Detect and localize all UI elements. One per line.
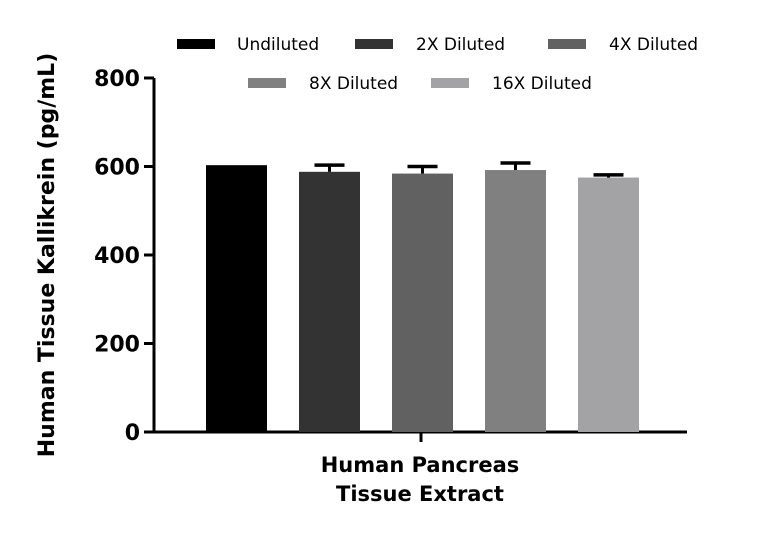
legend-label: 16X Diluted [492,74,592,94]
bar [485,170,546,433]
legend-label: Undiluted [237,35,319,55]
y-tick-label: 600 [94,156,140,181]
legend-label: 2X Diluted [416,35,505,55]
y-tick-label: 200 [94,333,140,358]
bar [578,177,639,432]
legend-swatch [177,39,215,49]
legend-swatch [548,39,586,49]
bar [206,165,267,433]
legend: Undiluted 2X Diluted 4X Diluted 8X Diluted 1… [177,35,698,94]
legend-label: 8X Diluted [309,74,398,94]
x-axis-label-line1: Human Pancreas [321,453,520,477]
legend-swatch [355,39,393,49]
legend-swatch [248,78,286,88]
x-axis-label-line2: Tissue Extract [336,482,504,506]
y-tick-label: 400 [94,244,140,269]
bars [206,161,639,433]
y-tick-label: 0 [125,421,140,446]
legend-swatch [431,78,469,88]
y-axis-label: Human Tissue Kallikrein (pg/mL) [35,53,60,458]
legend-label: 4X Diluted [609,35,698,55]
bar [392,173,453,432]
bar [299,171,360,432]
y-tick-label: 800 [94,67,140,92]
